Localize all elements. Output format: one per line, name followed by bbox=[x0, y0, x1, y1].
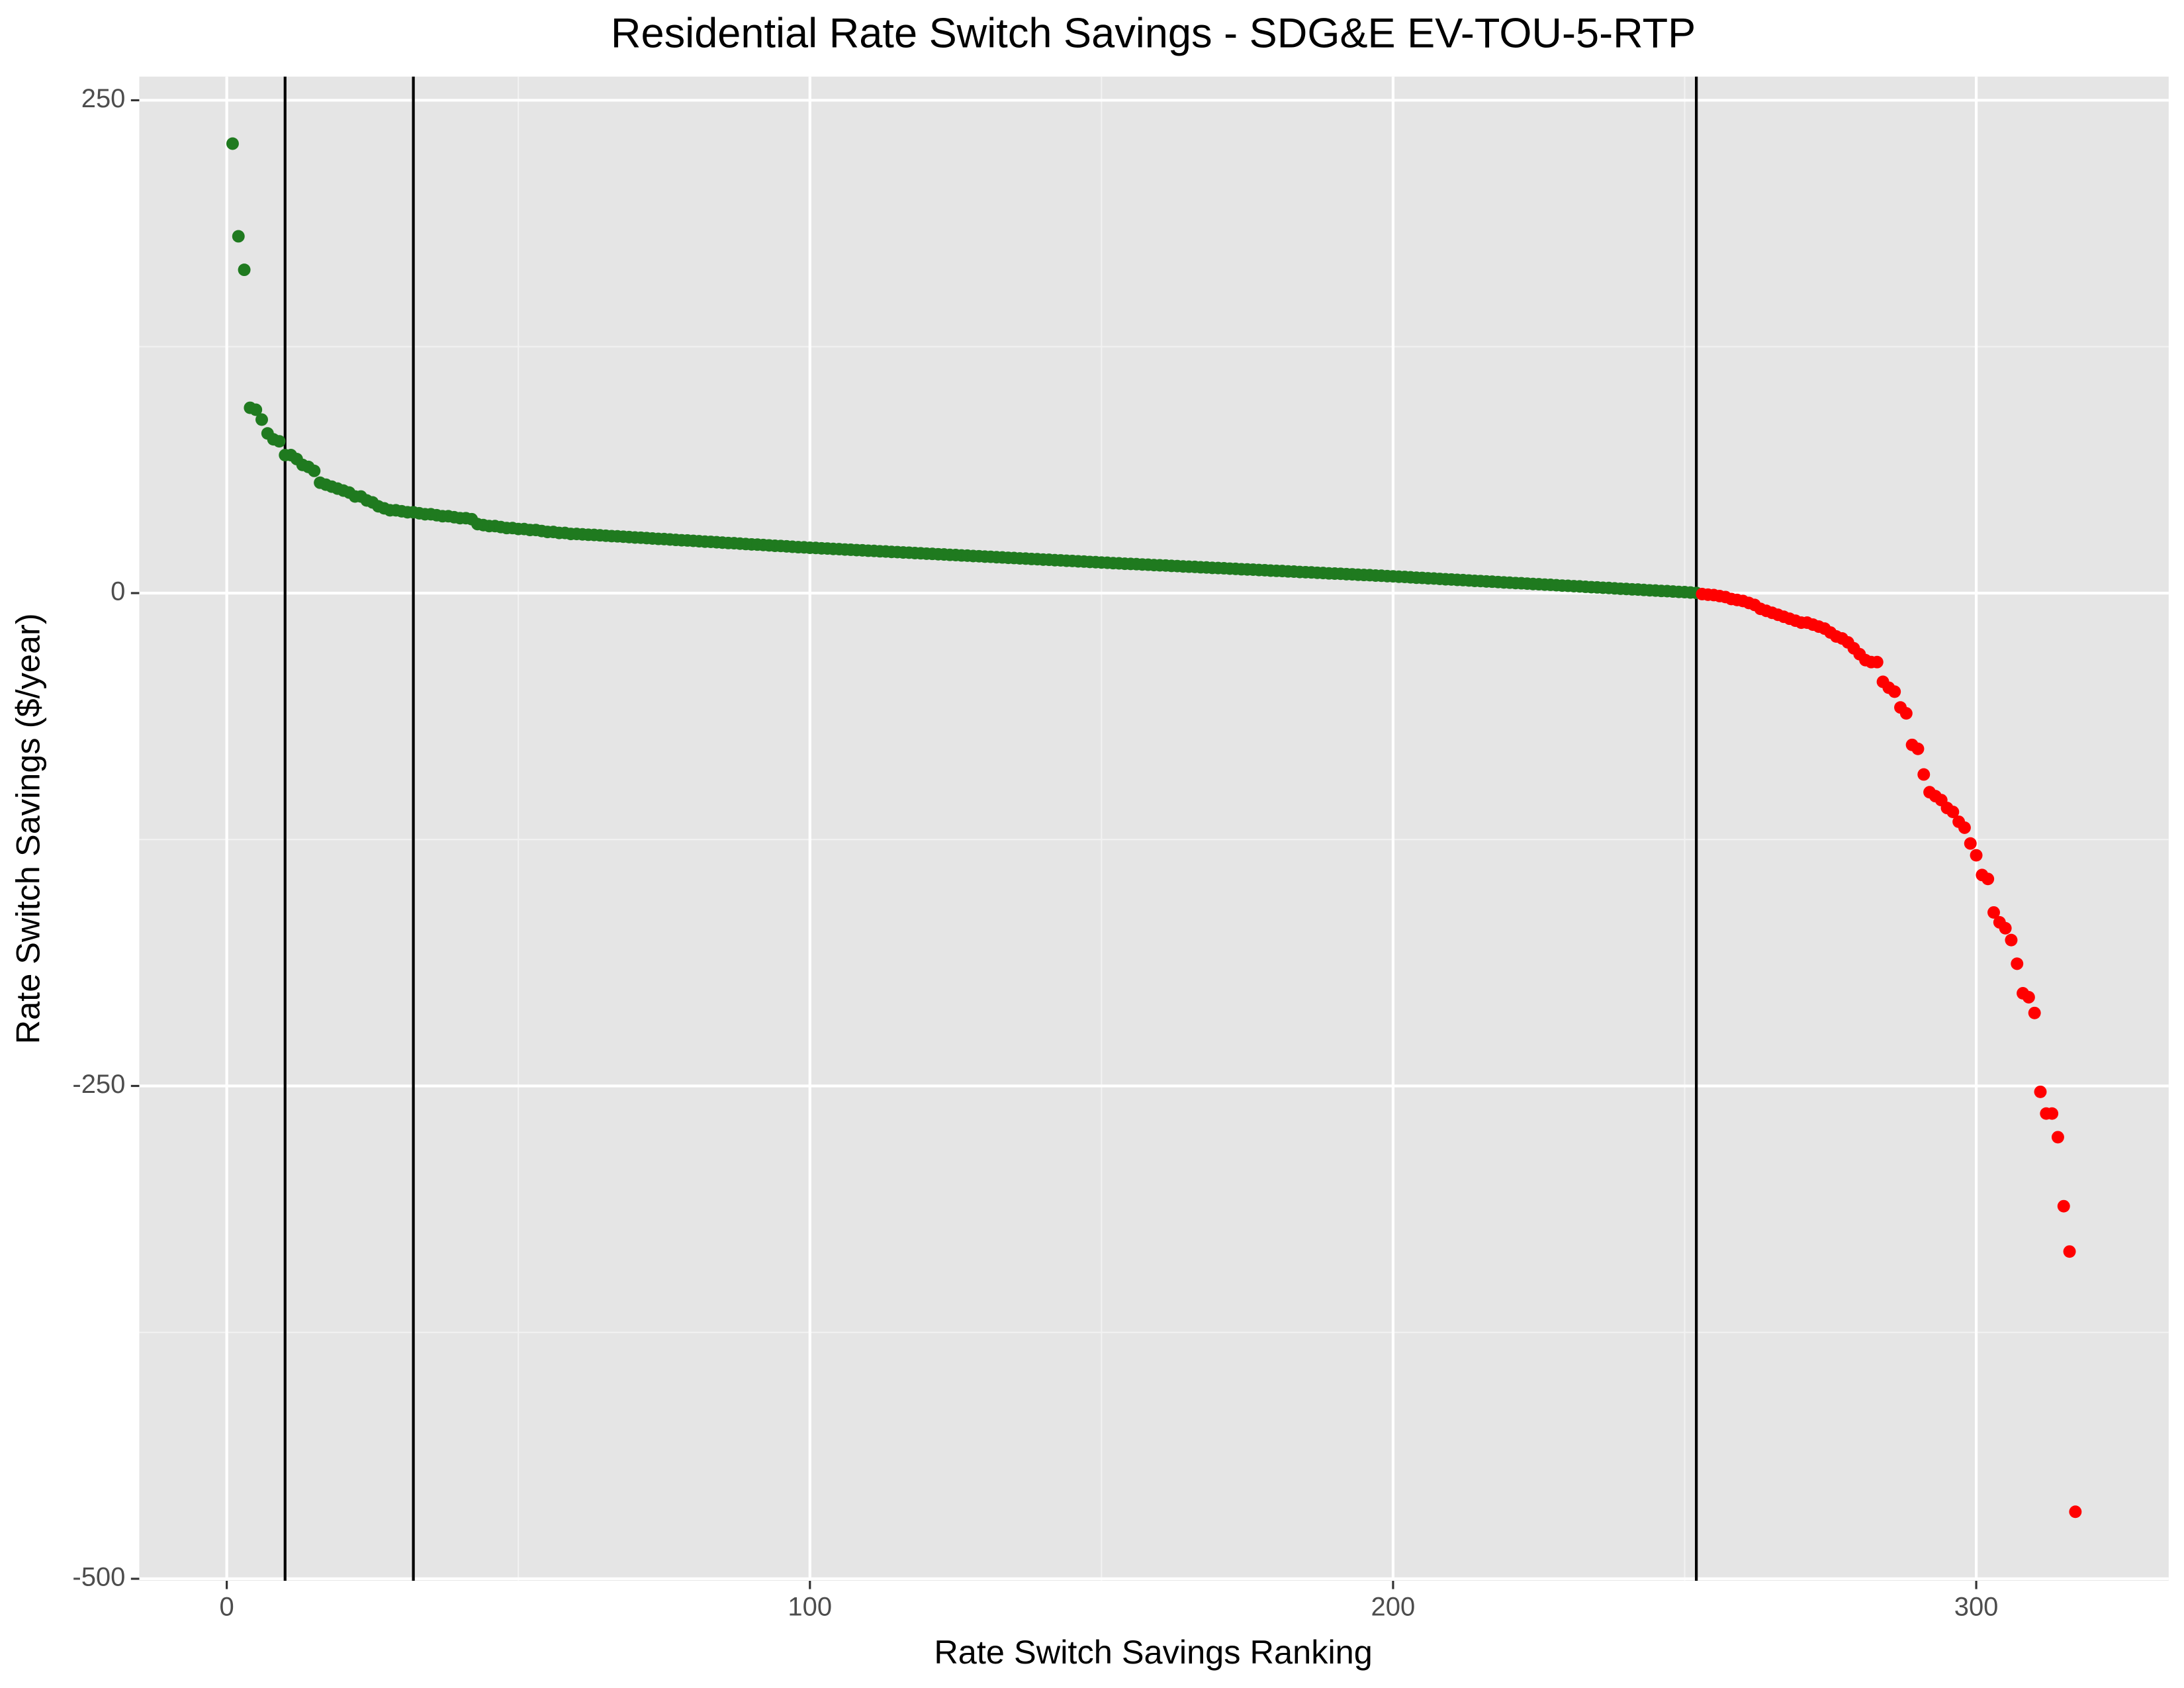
y-tick-label: -250 bbox=[72, 1070, 125, 1099]
point bbox=[2051, 1131, 2064, 1144]
plot-panel bbox=[139, 76, 2169, 1581]
point bbox=[2034, 1085, 2047, 1098]
x-tick-label: 300 bbox=[1954, 1593, 1999, 1622]
point bbox=[2028, 1006, 2041, 1019]
grid bbox=[139, 76, 2169, 1581]
point bbox=[2046, 1107, 2059, 1120]
point bbox=[238, 263, 251, 277]
point bbox=[2057, 1199, 2070, 1213]
points bbox=[226, 137, 2082, 1519]
point bbox=[1899, 707, 1913, 720]
point bbox=[1981, 872, 1995, 886]
y-tick-label: 0 bbox=[111, 577, 125, 606]
point bbox=[1870, 655, 1884, 669]
point bbox=[232, 230, 245, 243]
point bbox=[2005, 933, 2018, 947]
reference-lines bbox=[283, 76, 1698, 1581]
x-tick-label: 200 bbox=[1371, 1593, 1416, 1622]
point bbox=[1970, 849, 1983, 862]
y-tick-label: 250 bbox=[81, 84, 126, 113]
y-axis-label: Rate Switch Savings ($/year) bbox=[9, 613, 47, 1044]
x-tick-label: 100 bbox=[788, 1593, 832, 1622]
point bbox=[1946, 806, 1960, 819]
chart-title: Residential Rate Switch Savings - SDG&E … bbox=[611, 10, 1696, 56]
x-tick-label: 0 bbox=[220, 1593, 234, 1622]
point bbox=[1888, 685, 1901, 698]
point bbox=[1917, 768, 1931, 781]
point bbox=[273, 435, 286, 448]
point bbox=[2022, 991, 2035, 1004]
point bbox=[1958, 821, 1971, 834]
point bbox=[2069, 1505, 2082, 1519]
point bbox=[255, 413, 268, 426]
point bbox=[2011, 957, 2024, 970]
ticks: 0 100 200 300 -500 -250 0 250 bbox=[72, 84, 1998, 1622]
point bbox=[1964, 837, 1977, 850]
point bbox=[1999, 921, 2012, 935]
y-tick-label: -500 bbox=[72, 1563, 125, 1592]
point bbox=[226, 137, 239, 150]
point bbox=[250, 403, 263, 416]
x-axis-label: Rate Switch Savings Ranking bbox=[934, 1633, 1373, 1671]
point bbox=[1987, 906, 2000, 919]
point bbox=[1911, 742, 1925, 755]
point bbox=[2063, 1245, 2076, 1258]
point bbox=[308, 464, 321, 477]
